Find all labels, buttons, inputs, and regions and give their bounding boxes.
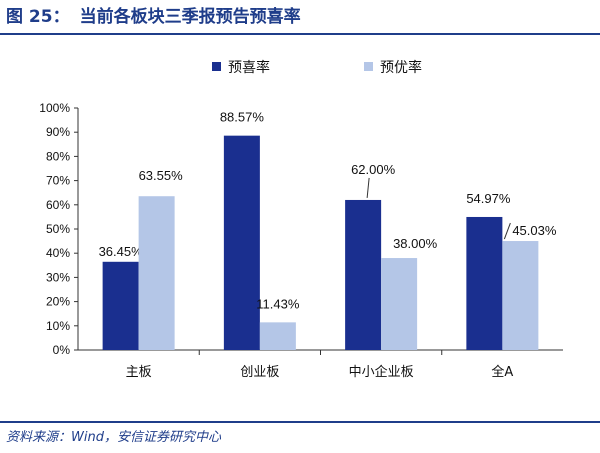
legend-label-2: 预优率 <box>380 59 422 76</box>
title-rule <box>0 33 600 35</box>
data-label: 38.00% <box>393 236 438 251</box>
bar-youyou-2 <box>259 322 296 350</box>
bar-yuxi-4 <box>466 216 503 350</box>
bar-youyou-1 <box>138 196 175 350</box>
x-category-label: 全A <box>491 364 513 380</box>
y-tick-label: 80% <box>46 149 70 163</box>
x-category-label: 中小企业板 <box>349 364 414 380</box>
y-tick-label: 100% <box>39 101 70 115</box>
data-label: 63.55% <box>139 168 184 183</box>
legend-swatch-2 <box>364 62 373 71</box>
bar-yuxi-2 <box>223 135 260 350</box>
data-label: 54.97% <box>466 191 511 206</box>
bar-chart: 预喜率 预优率 0% 10% 20% 30% 40% 50% 60% 70% 80% 90% 100% 主… <box>39 59 563 380</box>
x-category-label: 主板 <box>126 365 152 380</box>
y-tick-label: 20% <box>46 295 70 309</box>
source-rule <box>0 421 600 423</box>
y-tick-label: 70% <box>46 174 70 188</box>
figure-label: 图 25： <box>6 7 70 27</box>
figure-title-text: 当前各板块三季报预告预喜率 <box>79 7 301 27</box>
data-label: 11.43% <box>256 296 300 311</box>
data-label: 36.45% <box>99 244 144 259</box>
data-label: 45.03% <box>512 223 557 238</box>
y-tick-label: 30% <box>46 270 70 284</box>
y-tick-label: 90% <box>46 125 70 139</box>
y-tick-label: 40% <box>46 246 70 260</box>
data-label: 88.57% <box>220 110 265 125</box>
y-tick-label: 0% <box>53 343 71 357</box>
legend-swatch-1 <box>212 62 221 71</box>
legend-label-1: 预喜率 <box>228 59 270 76</box>
bar-youyou-3 <box>381 258 418 350</box>
bar-youyou-4 <box>502 241 539 350</box>
y-tick-label: 60% <box>46 198 70 212</box>
bar-yuxi-1 <box>102 261 139 350</box>
figure-title: 图 25： 当前各板块三季报预告预喜率 <box>6 4 311 30</box>
leader-line <box>366 177 370 199</box>
y-tick-label: 10% <box>46 319 70 333</box>
source-note: 资料来源：Wind，安信证券研究中心 <box>6 430 221 445</box>
leader-line <box>503 222 511 240</box>
data-label: 62.00% <box>351 162 396 177</box>
bar-yuxi-3 <box>345 199 382 350</box>
y-tick-label: 50% <box>46 222 70 236</box>
x-category-label: 创业板 <box>240 365 279 380</box>
